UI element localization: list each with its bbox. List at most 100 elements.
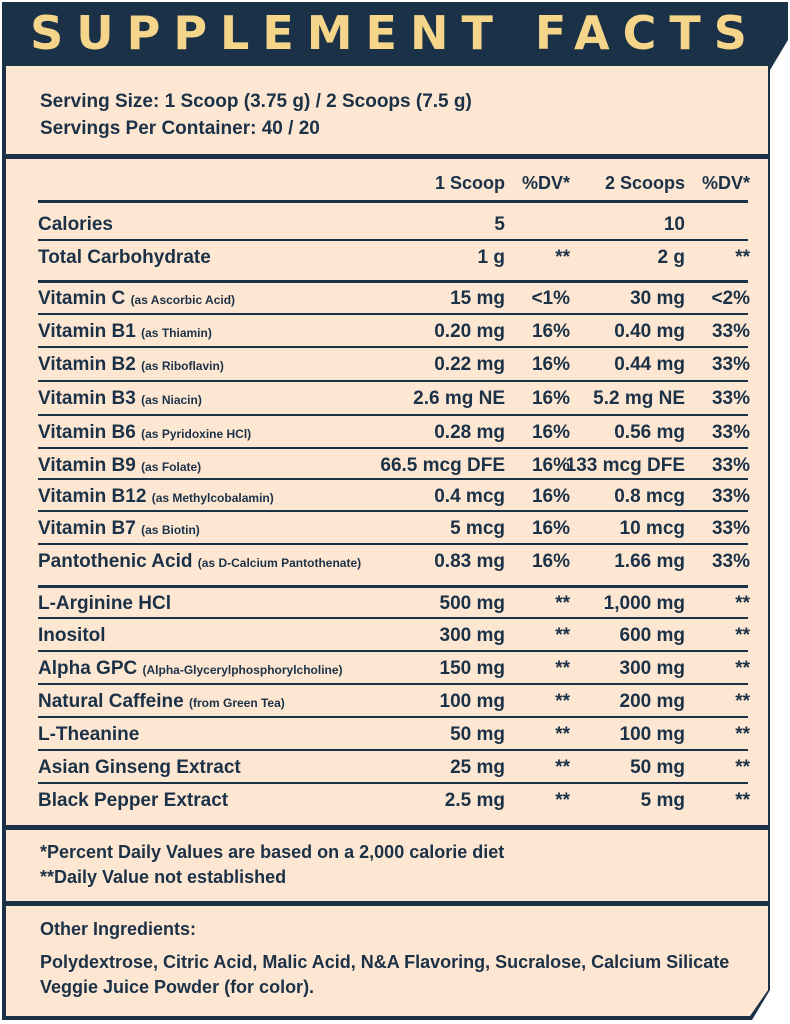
nutrient-source: (as Methylcobalamin) — [151, 491, 274, 505]
amount-2-scoops: 0.56 mg — [614, 422, 685, 443]
nutrient-label: Total Carbohydrate — [38, 247, 211, 268]
nutrient-label: Natural Caffeine — [38, 691, 184, 712]
amount-1-scoop: 25 mg — [450, 757, 505, 778]
dv-1-scoop: <1% — [531, 288, 570, 309]
table-row: Vitamin B7 (as Biotin) 5 mcg 16% 10 mcg 33% — [38, 513, 750, 543]
amount-2-scoops: 30 mg — [630, 288, 685, 309]
dv-1-scoop: 16% — [531, 486, 570, 507]
nutrient-name: L-Arginine HCl — [38, 593, 171, 615]
nutrient-name: Vitamin B2 (as Riboflavin) — [38, 354, 224, 376]
table-row: Vitamin B12 (as Methylcobalamin) 0.4 mcg 1… — [38, 481, 750, 511]
dv-1-scoop: 16% — [531, 422, 570, 443]
dv-2-scoops: ** — [735, 790, 750, 811]
nutrient-name: Total Carbohydrate — [38, 247, 211, 269]
nutrient-label: Asian Ginseng Extract — [38, 757, 241, 778]
header-dv-1: %DV* — [521, 173, 570, 193]
serving-info: Serving Size: 1 Scoop (3.75 g) / 2 Scoop… — [40, 88, 472, 142]
table-row: Vitamin B1 (as Thiamin) 0.20 mg 16% 0.40 mg… — [38, 316, 750, 346]
nutrient-name: Calories — [38, 214, 113, 236]
nutrient-label: Vitamin B6 — [38, 422, 136, 443]
amount-1-scoop: 150 mg — [439, 658, 505, 679]
table-row: Calories 5 10 — [38, 209, 750, 239]
row-divider — [38, 280, 748, 283]
amount-1-scoop: 50 mg — [450, 724, 505, 745]
dv-2-scoops: ** — [735, 724, 750, 745]
dv-1-scoop: ** — [555, 691, 570, 712]
amount-1-scoop: 5 — [494, 214, 505, 235]
table-row: Inositol 300 mg ** 600 mg ** — [38, 620, 750, 650]
nutrient-source: (as Niacin) — [141, 393, 202, 407]
amount-2-scoops: 0.8 mcg — [614, 486, 685, 507]
nutrient-source: (as Thiamin) — [141, 326, 212, 340]
nutrient-label: Vitamin B9 — [38, 455, 136, 476]
nutrient-name: Vitamin B12 (as Methylcobalamin) — [38, 486, 274, 508]
nutrient-name: Vitamin B7 (as Biotin) — [38, 518, 200, 540]
nutrient-name: Natural Caffeine (from Green Tea) — [38, 691, 285, 713]
row-divider — [38, 346, 748, 348]
amount-2-scoops: 5.2 mg NE — [593, 388, 685, 409]
nutrient-source: (as Pyridoxine HCl) — [141, 427, 252, 441]
table-row: Asian Ginseng Extract 25 mg ** 50 mg ** — [38, 752, 750, 782]
nutrient-source: (as Folate) — [141, 460, 202, 474]
amount-2-scoops: 200 mg — [619, 691, 685, 712]
dv-2-scoops: 33% — [711, 354, 750, 375]
dv-1-scoop: 16% — [531, 321, 570, 342]
row-divider — [38, 716, 748, 718]
dv-2-scoops: ** — [735, 691, 750, 712]
header-2-scoops: 2 Scoops — [604, 173, 685, 193]
nutrient-source: (as D-Calcium Pantothenate) — [197, 556, 362, 570]
dv-1-scoop: ** — [555, 757, 570, 778]
table-row: L-Arginine HCl 500 mg ** 1,000 mg ** — [38, 588, 750, 618]
row-divider — [38, 447, 748, 449]
nutrient-label: L-Arginine HCl — [38, 593, 171, 614]
nutrient-label: Vitamin B2 — [38, 354, 136, 375]
dv-2-scoops: 33% — [711, 551, 750, 572]
other-ingredients-line-1: Polydextrose, Citric Acid, Malic Acid, N… — [40, 952, 730, 972]
nutrient-name: Vitamin B1 (as Thiamin) — [38, 321, 212, 343]
amount-2-scoops: 10 mcg — [619, 518, 685, 539]
amount-2-scoops: 300 mg — [619, 658, 685, 679]
nutrient-name: Vitamin B3 (as Niacin) — [38, 388, 202, 410]
dv-1-scoop: 16% — [531, 388, 570, 409]
nutrient-label: Black Pepper Extract — [38, 790, 229, 811]
nutrient-label: Pantothenic Acid — [38, 551, 193, 572]
dv-1-scoop: 16% — [531, 455, 570, 476]
amount-1-scoop: 2.5 mg — [444, 790, 505, 811]
nutrient-name: Asian Ginseng Extract — [38, 757, 241, 779]
dv-2-scoops: 33% — [711, 455, 750, 476]
other-ingredients-line-2: Veggie Juice Powder (for color). — [40, 977, 315, 997]
table-row: Vitamin C (as Ascorbic Acid) 15 mg <1% 30 m… — [38, 283, 750, 313]
amount-1-scoop: 0.28 mg — [434, 422, 505, 443]
row-divider — [38, 749, 748, 751]
row-divider — [38, 510, 748, 512]
amount-1-scoop: 0.22 mg — [434, 354, 505, 375]
serving-size: Serving Size: 1 Scoop (3.75 g) / 2 Scoop… — [40, 91, 472, 112]
nutrient-label: Calories — [38, 214, 113, 235]
amount-1-scoop: 1 g — [477, 247, 505, 268]
row-divider — [38, 239, 748, 241]
dv-2-scoops: <2% — [711, 288, 750, 309]
nutrient-label: Vitamin B1 — [38, 321, 136, 342]
panel-title: SUPPLEMENT FACTS — [30, 6, 760, 60]
column-header-row: 1 Scoop %DV* 2 Scoops %DV* — [38, 168, 750, 198]
dv-1-scoop: 16% — [531, 551, 570, 572]
nutrient-name: Vitamin B9 (as Folate) — [38, 455, 201, 477]
amount-1-scoop: 2.6 mg NE — [413, 388, 505, 409]
row-divider — [38, 782, 748, 784]
row-divider — [38, 478, 748, 480]
dv-1-scoop: ** — [555, 593, 570, 614]
header-1-scoop: 1 Scoop — [434, 173, 505, 193]
amount-1-scoop: 0.20 mg — [434, 321, 505, 342]
amount-2-scoops: 10 — [663, 214, 685, 235]
amount-2-scoops: 5 mg — [640, 790, 685, 811]
nutrient-source: (from Green Tea) — [188, 696, 285, 710]
row-divider — [38, 313, 748, 315]
amount-2-scoops: 0.44 mg — [614, 354, 685, 375]
dv-2-scoops: 33% — [711, 518, 750, 539]
amount-2-scoops: 600 mg — [619, 625, 685, 646]
dv-1-scoop: 16% — [531, 354, 570, 375]
table-row: Total Carbohydrate 1 g ** 2 g ** — [38, 242, 750, 272]
nutrient-label: Vitamin B7 — [38, 518, 136, 539]
table-row: Vitamin B3 (as Niacin) 2.6 mg NE 16% 5.2 mg… — [38, 383, 750, 413]
amount-2-scoops: 0.40 mg — [614, 321, 685, 342]
